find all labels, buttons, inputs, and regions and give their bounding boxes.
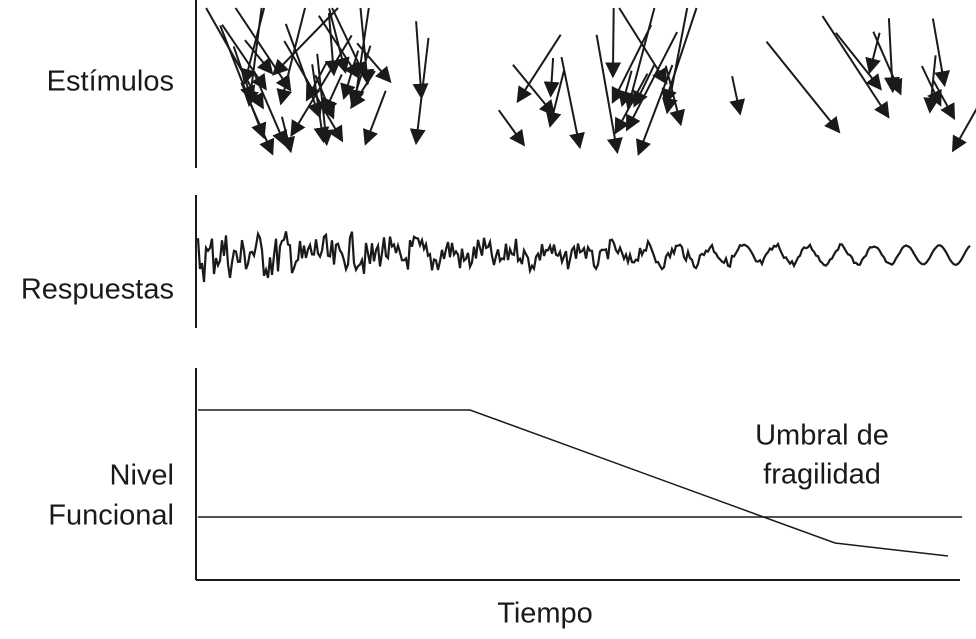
threshold-label: Umbral de [755, 420, 889, 452]
arrow [661, 7, 698, 106]
arrow [835, 32, 882, 91]
level-label: Funcional [48, 500, 174, 532]
arrow [350, 70, 376, 110]
functional-level-line [198, 409, 949, 557]
arrow [952, 107, 976, 153]
arrow [232, 46, 256, 103]
arrow [290, 34, 353, 137]
arrow [920, 65, 942, 107]
arrow [623, 7, 656, 110]
arrow [618, 7, 668, 85]
arrow [497, 109, 526, 147]
arrow [765, 40, 841, 134]
arrow [316, 53, 334, 147]
arrow [240, 7, 266, 86]
arrow [560, 56, 585, 150]
arrow [328, 8, 350, 74]
response-signal [196, 230, 971, 283]
arrow [512, 64, 556, 117]
arrow [317, 15, 360, 79]
level-label: Nivel [110, 460, 174, 492]
arrow [872, 31, 903, 96]
arrow [272, 7, 339, 76]
arrow [661, 7, 689, 115]
time-label: Tiempo [497, 598, 593, 630]
arrow [625, 31, 678, 132]
arrow [614, 73, 649, 135]
arrow [279, 116, 296, 154]
arrow [543, 58, 560, 98]
arrow [322, 73, 343, 115]
arrow [348, 7, 370, 107]
arrow [611, 24, 653, 104]
arrow [821, 15, 890, 119]
arrow [412, 21, 429, 100]
arrow [356, 42, 392, 84]
arrow [729, 75, 746, 116]
arrow [305, 61, 328, 102]
arrow [545, 70, 565, 128]
arrow [221, 24, 267, 91]
arrow [605, 7, 622, 79]
arrow [252, 71, 288, 148]
arrow [283, 40, 344, 143]
arrow [865, 32, 881, 75]
threshold-label: fragilidad [763, 459, 881, 491]
arrow [234, 7, 292, 92]
arrow [284, 23, 323, 119]
arrow [932, 80, 956, 121]
stimulus-arrows [205, 7, 976, 156]
arrow [363, 90, 387, 146]
arrow [311, 64, 330, 144]
arrow [409, 37, 430, 146]
arrow [883, 18, 900, 94]
arrow [931, 18, 950, 88]
stimuli-label: Estímulos [47, 66, 174, 98]
arrow [324, 13, 341, 77]
arrow [595, 34, 623, 155]
arrow [516, 34, 562, 104]
responses-label: Respuestas [21, 274, 174, 306]
arrow [244, 39, 274, 75]
